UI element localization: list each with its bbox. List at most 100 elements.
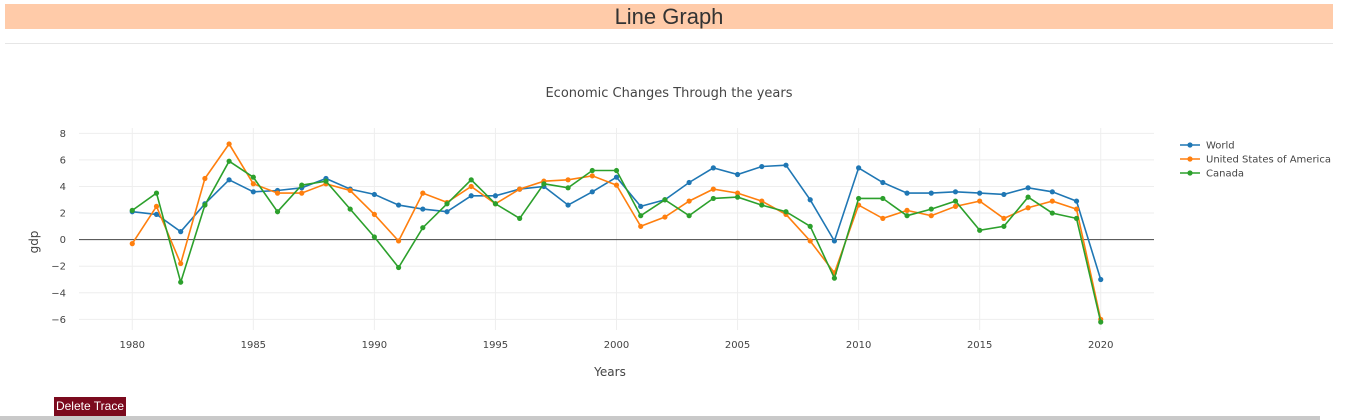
data-point[interactable] [734, 194, 741, 200]
data-point[interactable] [1025, 185, 1031, 191]
data-point[interactable] [178, 260, 184, 267]
data-point[interactable] [686, 179, 692, 186]
data-point[interactable] [686, 198, 692, 204]
data-point[interactable] [638, 203, 644, 210]
data-point[interactable] [1025, 205, 1031, 211]
data-point[interactable] [1098, 276, 1104, 283]
data-point[interactable] [589, 167, 595, 174]
data-point[interactable] [492, 193, 499, 199]
data-point[interactable] [1049, 189, 1055, 195]
data-point[interactable] [323, 178, 329, 184]
data-point[interactable] [1073, 215, 1080, 221]
data-point[interactable] [638, 213, 644, 219]
data-point[interactable] [420, 206, 426, 212]
data-point[interactable] [807, 238, 813, 244]
data-point[interactable] [468, 183, 474, 190]
data-point[interactable] [492, 201, 499, 207]
data-point[interactable] [202, 202, 208, 208]
data-point[interactable] [565, 185, 571, 191]
data-point[interactable] [613, 167, 620, 174]
data-point[interactable] [153, 211, 160, 217]
data-point[interactable] [589, 189, 595, 195]
data-point[interactable] [1098, 319, 1104, 325]
legend[interactable]: World United States of America Canada [1180, 141, 1331, 180]
data-point[interactable] [952, 203, 959, 210]
data-point[interactable] [1001, 191, 1007, 198]
data-point[interactable] [541, 181, 547, 187]
data-point[interactable] [444, 201, 450, 207]
data-point[interactable] [444, 209, 450, 215]
data-point[interactable] [734, 171, 741, 178]
data-point[interactable] [250, 189, 256, 195]
data-point[interactable] [347, 206, 353, 212]
legend-item[interactable]: United States of America [1180, 155, 1331, 166]
data-point[interactable] [856, 195, 862, 202]
data-point[interactable] [662, 197, 668, 203]
data-point[interactable] [565, 177, 571, 183]
data-point[interactable] [831, 275, 838, 281]
line-chart[interactable]: Economic Changes Through the years 1980 1… [0, 60, 1345, 390]
data-point[interactable] [395, 238, 402, 244]
data-point[interactable] [153, 203, 160, 210]
data-point[interactable] [928, 206, 934, 212]
data-point[interactable] [662, 214, 668, 220]
data-point[interactable] [517, 186, 523, 192]
data-point[interactable] [250, 174, 256, 180]
data-point[interactable] [880, 179, 886, 186]
data-point[interactable] [1049, 210, 1055, 216]
data-point[interactable] [1049, 198, 1055, 204]
data-point[interactable] [977, 198, 983, 204]
data-point[interactable] [734, 190, 741, 196]
data-point[interactable] [153, 190, 160, 196]
data-point[interactable] [904, 190, 910, 196]
data-point[interactable] [1073, 206, 1080, 212]
data-point[interactable] [274, 209, 281, 215]
data-point[interactable] [226, 141, 232, 147]
data-point[interactable] [371, 234, 377, 240]
data-point[interactable] [759, 198, 765, 204]
data-point[interactable] [420, 225, 426, 231]
data-point[interactable] [299, 190, 305, 196]
data-point[interactable] [371, 191, 377, 198]
data-point[interactable] [880, 215, 886, 221]
data-point[interactable] [759, 202, 765, 208]
data-point[interactable] [468, 177, 474, 183]
data-point[interactable] [178, 229, 184, 235]
series-layer[interactable] [129, 141, 1104, 325]
data-point[interactable] [226, 158, 232, 164]
data-point[interactable] [202, 175, 208, 182]
data-point[interactable] [468, 193, 474, 199]
data-point[interactable] [129, 241, 135, 247]
data-point[interactable] [1001, 223, 1007, 229]
data-point[interactable] [977, 190, 983, 196]
data-point[interactable] [928, 213, 934, 219]
data-point[interactable] [565, 202, 571, 208]
data-point[interactable] [904, 207, 910, 213]
data-point[interactable] [274, 190, 281, 196]
data-point[interactable] [226, 177, 232, 183]
data-point[interactable] [613, 174, 620, 180]
data-point[interactable] [904, 213, 910, 219]
legend-item[interactable]: Canada [1180, 169, 1244, 180]
data-point[interactable] [638, 223, 644, 229]
data-point[interactable] [710, 186, 716, 192]
data-point[interactable] [880, 195, 886, 202]
data-point[interactable] [928, 190, 934, 196]
data-point[interactable] [420, 190, 426, 196]
data-point[interactable] [613, 182, 620, 188]
data-point[interactable] [977, 227, 983, 233]
data-point[interactable] [952, 189, 959, 195]
data-point[interactable] [589, 173, 595, 179]
data-point[interactable] [710, 165, 716, 171]
data-point[interactable] [395, 202, 402, 208]
data-point[interactable] [347, 187, 353, 194]
series-canada[interactable] [129, 158, 1104, 325]
data-point[interactable] [178, 279, 184, 285]
data-point[interactable] [250, 181, 256, 187]
data-point[interactable] [686, 213, 692, 219]
data-point[interactable] [299, 182, 305, 188]
delete-trace-button[interactable]: Delete Trace [54, 397, 126, 416]
data-point[interactable] [759, 163, 765, 170]
data-point[interactable] [856, 165, 862, 171]
data-point[interactable] [831, 238, 838, 244]
